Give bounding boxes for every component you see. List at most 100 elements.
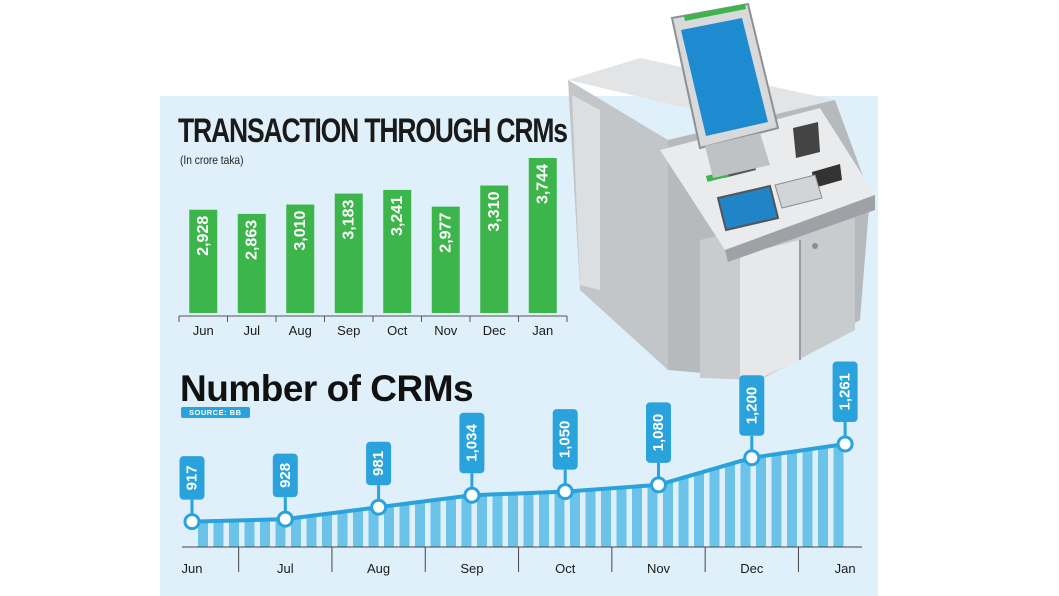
- value-tag-aug: [366, 441, 392, 486]
- value-tag-oct: [552, 409, 578, 470]
- crm-machine-illustration: [568, 2, 875, 380]
- line-area-stripe: [415, 501, 425, 547]
- bar-value-label: 3,310: [486, 191, 503, 231]
- line-point-aug: [370, 498, 388, 516]
- bar-tick-label: Jun: [193, 323, 214, 338]
- line-area-stripe: [709, 468, 720, 547]
- atm-door-lock: [812, 243, 818, 249]
- bar-chart: 2,928 2,863 3,010 3,183 3,241 2,977 3,310 3,744: [189, 158, 557, 313]
- source-badge: SOURCE: BB: [181, 407, 250, 418]
- line-area-stripe: [508, 493, 518, 547]
- line-point-nov: [650, 476, 667, 494]
- line-value-label: 981: [370, 451, 387, 476]
- crm-count-line: [191, 442, 846, 524]
- bar-chart-x-axis: Jun Jul Aug Sep Oct Nov Dec Jan: [178, 315, 568, 338]
- bar-jun: [189, 209, 218, 313]
- atm-monitor-stand: [705, 133, 770, 178]
- line-tick-label: Aug: [367, 561, 390, 576]
- line-area-stripe: [275, 519, 286, 547]
- line-point-jul: [276, 510, 294, 528]
- bar-value-label: 3,183: [340, 199, 357, 239]
- line-value-label: 928: [277, 463, 294, 488]
- line-area-stripe: [833, 444, 844, 547]
- atm-monitor-screen: [681, 18, 768, 136]
- line-area-stripe: [430, 499, 441, 547]
- line-value-label: 1,261: [837, 373, 854, 411]
- value-tag-sep: [459, 412, 485, 474]
- line-tick-label: Jan: [835, 561, 856, 576]
- line-chart-fill-bars: [198, 444, 844, 547]
- atm-console-edge: [725, 195, 875, 262]
- line-area-stripe: [353, 509, 363, 547]
- value-tag-dec: [739, 375, 765, 436]
- line-area-stripe: [787, 451, 797, 547]
- line-area-stripe: [322, 513, 332, 547]
- bar-chart-subtitle: (In crore taka): [180, 153, 244, 167]
- bar-oct: [383, 189, 412, 313]
- bar-dec: [480, 185, 509, 313]
- line-area-stripe: [771, 454, 782, 547]
- line-tick-label: Jun: [182, 561, 203, 576]
- line-area-stripe: [477, 494, 487, 547]
- bar-chart-title: TRANSACTION THROUGH CRMs: [178, 112, 568, 150]
- bar-value-label: 2,863: [243, 220, 260, 260]
- line-chart-title: Number of CRMs: [180, 368, 474, 409]
- line-area-stripe: [461, 495, 472, 547]
- bar-value-label: 3,744: [534, 164, 551, 204]
- line-value-label: 917: [184, 465, 201, 490]
- line-area-stripe: [678, 477, 689, 547]
- line-area-stripe: [756, 456, 766, 547]
- atm-left-highlight: [572, 95, 600, 290]
- line-area-stripe: [291, 517, 301, 547]
- line-area-stripe: [802, 449, 813, 547]
- line-area-stripe: [694, 473, 704, 547]
- line-point-jan: [836, 435, 854, 453]
- bar-nov: [431, 206, 460, 313]
- bar-tick-label: Jan: [532, 323, 553, 338]
- line-area-stripe: [616, 487, 627, 547]
- line-area-stripe: [740, 459, 751, 547]
- atm-door-panel: [740, 240, 800, 378]
- bar-value-label: 3,010: [292, 210, 309, 250]
- bar-value-label: 2,977: [437, 213, 454, 253]
- bar-sep: [334, 193, 363, 313]
- bar-tick-label: Sep: [337, 323, 360, 338]
- line-area-stripe: [585, 489, 596, 547]
- bar-jan: [528, 158, 557, 313]
- value-tag-jun: [179, 456, 205, 500]
- line-tick-label: Dec: [740, 561, 764, 576]
- line-area-stripe: [725, 464, 735, 547]
- bar-tick-label: Nov: [434, 323, 458, 338]
- line-area-stripe: [384, 505, 394, 547]
- line-point-dec: [743, 449, 761, 467]
- line-area-stripe: [446, 497, 456, 547]
- line-area-stripe: [663, 482, 673, 547]
- line-area-stripe: [554, 491, 565, 547]
- bar-aug: [286, 204, 315, 313]
- line-value-label: 1,080: [650, 414, 667, 452]
- line-point-oct: [556, 483, 574, 501]
- value-tag-nov: [646, 402, 671, 463]
- line-area-stripe: [244, 520, 255, 547]
- bar-tick-label: Oct: [387, 323, 408, 338]
- line-area-stripe: [570, 490, 580, 547]
- line-point-jun: [183, 513, 201, 531]
- line-tick-label: Jul: [277, 561, 294, 576]
- bar-tick-label: Aug: [289, 323, 312, 338]
- line-value-label: 1,034: [463, 424, 480, 462]
- bar-value-label: 2,928: [195, 216, 212, 256]
- line-area-stripe: [632, 486, 642, 547]
- line-tick-label: Sep: [460, 561, 483, 576]
- line-tick-label: Nov: [647, 561, 671, 576]
- line-area-stripe: [229, 520, 239, 547]
- line-area-stripe: [260, 519, 270, 547]
- bar-tick-label: Jul: [243, 323, 260, 338]
- line-area-stripe: [198, 521, 208, 547]
- line-tick-label: Oct: [555, 561, 576, 576]
- atm-cash-slot: [793, 122, 820, 158]
- line-value-label: 1,050: [557, 421, 574, 459]
- line-chart-x-axis: Jun Jul Aug Sep Oct Nov Dec Jan: [182, 546, 862, 576]
- line-area-stripe: [647, 485, 658, 547]
- bar-tick-label: Dec: [483, 323, 507, 338]
